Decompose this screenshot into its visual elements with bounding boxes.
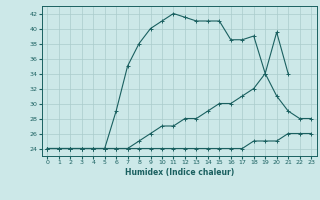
X-axis label: Humidex (Indice chaleur): Humidex (Indice chaleur): [124, 168, 234, 177]
